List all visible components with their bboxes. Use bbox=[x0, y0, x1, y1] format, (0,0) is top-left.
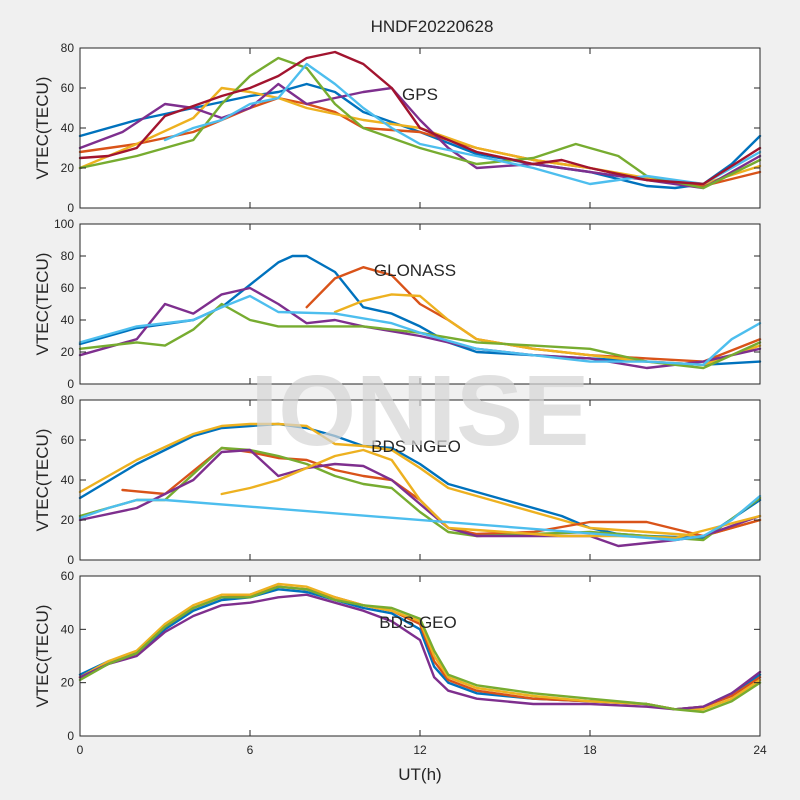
plot-area bbox=[80, 576, 760, 736]
y-tick-label: 60 bbox=[61, 81, 75, 95]
y-tick-label: 0 bbox=[67, 377, 74, 391]
series-line bbox=[78, 302, 762, 370]
panel-3: 0 20 40 60 80 VTEC(TECU) BDS NGEO bbox=[33, 393, 762, 567]
y-tick-label: 40 bbox=[61, 473, 75, 487]
series-line bbox=[163, 62, 762, 186]
y-tick-label: 40 bbox=[61, 313, 75, 327]
y-tick-label: 60 bbox=[61, 281, 75, 295]
figure-title: HNDF20220628 bbox=[371, 17, 494, 36]
series-line bbox=[78, 446, 762, 542]
panel-label: BDS NGEO bbox=[371, 437, 461, 456]
series-line bbox=[78, 422, 762, 538]
series-line bbox=[78, 494, 762, 542]
y-tick-label: 80 bbox=[61, 393, 75, 407]
series-line bbox=[78, 294, 762, 366]
panel-label: GLONASS bbox=[374, 261, 456, 280]
y-axis-label: VTEC(TECU) bbox=[33, 77, 52, 180]
x-tick-label: 0 bbox=[77, 743, 84, 757]
y-tick-label: 80 bbox=[61, 249, 75, 263]
x-tick-label: 24 bbox=[753, 743, 767, 757]
series-line bbox=[78, 593, 762, 711]
x-tick-label: 18 bbox=[583, 743, 597, 757]
series-line bbox=[78, 585, 762, 714]
y-tick-label: 40 bbox=[61, 121, 75, 135]
y-axis-label: VTEC(TECU) bbox=[33, 253, 52, 356]
series-line bbox=[78, 86, 762, 186]
y-tick-label: 20 bbox=[61, 161, 75, 175]
watermark: IONISE bbox=[251, 355, 590, 467]
panel-1: 0 20 40 60 80 VTEC(TECU) GPS bbox=[33, 41, 762, 215]
y-tick-label: 60 bbox=[61, 433, 75, 447]
x-tick-label: 12 bbox=[413, 743, 427, 757]
y-tick-label: 20 bbox=[61, 345, 75, 359]
panel-label: GPS bbox=[402, 85, 438, 104]
y-axis-label: VTEC(TECU) bbox=[33, 605, 52, 708]
y-tick-label: 20 bbox=[61, 676, 75, 690]
series-line bbox=[78, 448, 762, 548]
panel-4: 0 6 12 18 24 0 20 40 60 VTEC(TECU) BDS GEO bbox=[33, 569, 767, 757]
panel-label: BDS GEO bbox=[379, 613, 456, 632]
y-tick-label: 0 bbox=[67, 201, 74, 215]
y-tick-label: 0 bbox=[67, 729, 74, 743]
panel-2: 0 20 40 60 80 100 VTEC(TECU) GLONASS bbox=[33, 217, 762, 391]
series-line bbox=[78, 56, 762, 190]
series-line bbox=[78, 50, 762, 186]
y-tick-label: 0 bbox=[67, 553, 74, 567]
y-tick-label: 20 bbox=[61, 513, 75, 527]
x-tick-label: 6 bbox=[247, 743, 254, 757]
y-axis-label: VTEC(TECU) bbox=[33, 429, 52, 532]
y-tick-label: 60 bbox=[61, 569, 75, 583]
x-axis-label: UT(h) bbox=[398, 765, 441, 784]
y-tick-label: 100 bbox=[54, 217, 74, 231]
y-tick-label: 80 bbox=[61, 41, 75, 55]
y-tick-label: 40 bbox=[61, 622, 75, 636]
